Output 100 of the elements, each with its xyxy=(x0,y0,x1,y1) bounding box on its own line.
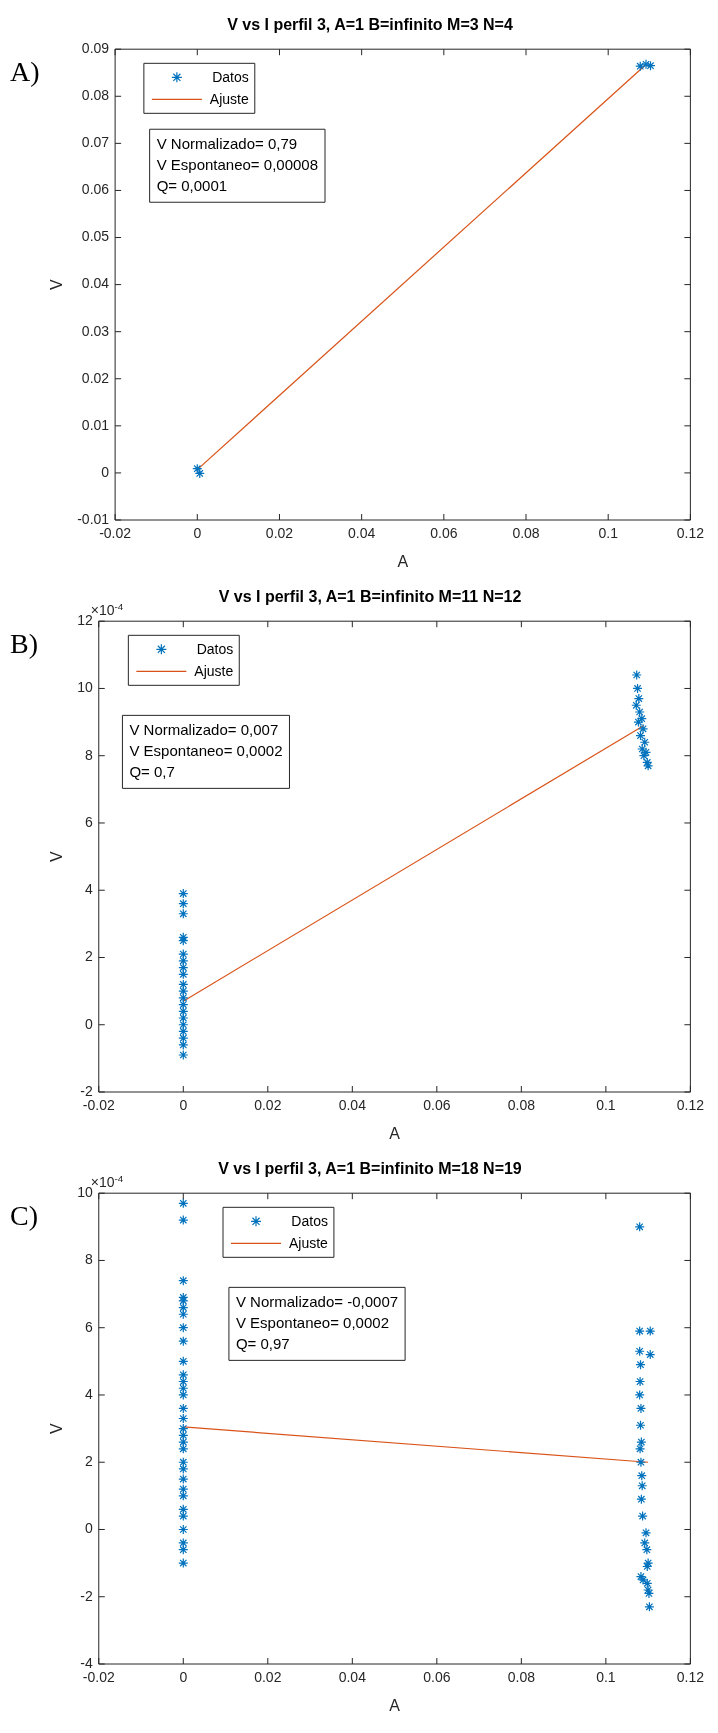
point xyxy=(635,1420,646,1431)
annotation: V Espontaneo= 0,0002 xyxy=(129,742,283,760)
point xyxy=(178,1033,189,1044)
y-tick-label: 2 xyxy=(84,948,93,965)
point xyxy=(178,1558,189,1569)
point xyxy=(637,743,648,755)
point xyxy=(178,969,189,980)
x-axis-title: A xyxy=(389,1696,401,1714)
point xyxy=(634,1376,646,1387)
x-tick-label: 0.02 xyxy=(254,1669,282,1686)
point xyxy=(643,1584,654,1596)
annotation: V Normalizado= 0,007 xyxy=(129,721,279,739)
text: B) xyxy=(10,628,38,660)
point xyxy=(631,669,642,681)
chart-title: V vs I perfil 3, A=1 B=infinito M=18 N=19 xyxy=(218,1160,522,1178)
x-axis-title: A xyxy=(397,552,409,570)
x-tick-label: 0.12 xyxy=(676,525,705,542)
point xyxy=(635,1359,646,1370)
point xyxy=(178,1012,189,1024)
point xyxy=(637,1510,648,1522)
text: A) xyxy=(10,56,40,88)
point xyxy=(637,1480,648,1491)
point xyxy=(178,979,189,990)
legend-label: Ajuste xyxy=(289,1235,329,1252)
point xyxy=(178,1049,189,1061)
y-tick-label: -0.01 xyxy=(77,510,110,527)
annotation: Q= 0,7 xyxy=(129,763,175,781)
y-tick-label: 0.07 xyxy=(81,134,110,151)
y-tick-label: 0.08 xyxy=(81,87,110,104)
point xyxy=(178,999,189,1010)
annotation: Q= 0,97 xyxy=(235,1335,290,1353)
point xyxy=(645,1325,656,1337)
legend-label: Datos xyxy=(212,69,249,86)
x-tick-label: 0.08 xyxy=(507,1097,536,1114)
y-tick-label: -2 xyxy=(80,1082,93,1099)
point xyxy=(640,1527,652,1538)
point xyxy=(178,1473,189,1485)
x-tick-label: 0.02 xyxy=(265,525,294,542)
x-tick-label: 0.04 xyxy=(338,1097,367,1114)
annotation: V Normalizado= -0,0007 xyxy=(235,1293,399,1311)
x-tick-label: -0.02 xyxy=(82,1669,115,1686)
point xyxy=(178,1383,189,1394)
point xyxy=(633,693,644,704)
legend-label: Ajuste xyxy=(209,91,249,108)
x-tick-label: 0 xyxy=(193,525,202,542)
point xyxy=(178,1356,189,1367)
point xyxy=(178,1436,189,1448)
annotation: V Normalizado= 0,79 xyxy=(156,135,298,153)
y-axis-title: V xyxy=(48,1422,66,1434)
point xyxy=(178,1309,189,1320)
point xyxy=(178,1006,189,1017)
point xyxy=(636,1470,647,1481)
x-axis-title: A xyxy=(389,1124,401,1142)
y-axis-title: V xyxy=(48,850,66,862)
point xyxy=(178,1484,189,1495)
point xyxy=(635,1457,647,1468)
point xyxy=(178,1537,189,1549)
y-tick-label: -4 xyxy=(80,1654,93,1671)
y-tick-label: 12 xyxy=(77,612,93,629)
point xyxy=(178,1389,189,1401)
point xyxy=(637,723,649,734)
chart-title: V vs I perfil 3, A=1 B=infinito M=11 N=12 xyxy=(218,588,522,606)
point xyxy=(178,1215,189,1226)
point xyxy=(634,706,645,718)
point xyxy=(178,1443,189,1454)
y-tick-label: 6 xyxy=(84,813,93,830)
point xyxy=(178,1198,189,1209)
point xyxy=(645,1349,656,1360)
x-tick-label: 0.12 xyxy=(676,1097,705,1114)
y-tick-label: 8 xyxy=(84,746,93,763)
y-tick-label: 2 xyxy=(84,1453,93,1470)
point xyxy=(632,683,643,694)
point xyxy=(641,1544,652,1555)
y-tick-label: -2 xyxy=(80,1587,93,1604)
text: C) xyxy=(10,1200,38,1232)
point xyxy=(645,60,656,71)
point xyxy=(178,1463,189,1475)
y-tick-label: 0.09 xyxy=(81,40,110,57)
point xyxy=(178,1369,189,1380)
x-tick-label: 0.1 xyxy=(598,525,619,542)
point xyxy=(178,986,189,997)
x-tick-label: 0 xyxy=(179,1097,188,1114)
y-tick-label: 0.02 xyxy=(81,369,110,386)
annotation: Q= 0,0001 xyxy=(156,177,228,195)
y-tick-label: 0.05 xyxy=(81,228,110,245)
x-tick-label: -0.02 xyxy=(99,525,132,542)
x-tick-label: 0.06 xyxy=(423,1669,451,1686)
point xyxy=(178,1026,189,1037)
y-tick-label: 0 xyxy=(84,1015,93,1032)
point xyxy=(178,1504,189,1515)
legend-label: Datos xyxy=(291,1213,328,1230)
point xyxy=(644,1601,655,1612)
y-tick-label: 6 xyxy=(84,1318,93,1335)
y-tick-label: 0.03 xyxy=(81,322,110,339)
point xyxy=(178,1490,189,1501)
y-tick-label: 0.04 xyxy=(81,275,110,292)
x-tick-label: 0.1 xyxy=(596,1669,616,1686)
point xyxy=(178,1524,189,1535)
point xyxy=(178,1336,189,1347)
point xyxy=(178,992,189,1003)
